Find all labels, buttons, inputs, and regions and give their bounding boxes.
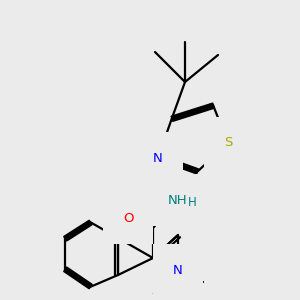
Text: H: H	[188, 196, 197, 209]
Text: O: O	[123, 212, 133, 224]
Text: NH: NH	[168, 194, 188, 206]
Text: N: N	[173, 263, 183, 277]
Text: S: S	[224, 136, 232, 149]
Text: N: N	[153, 152, 163, 164]
